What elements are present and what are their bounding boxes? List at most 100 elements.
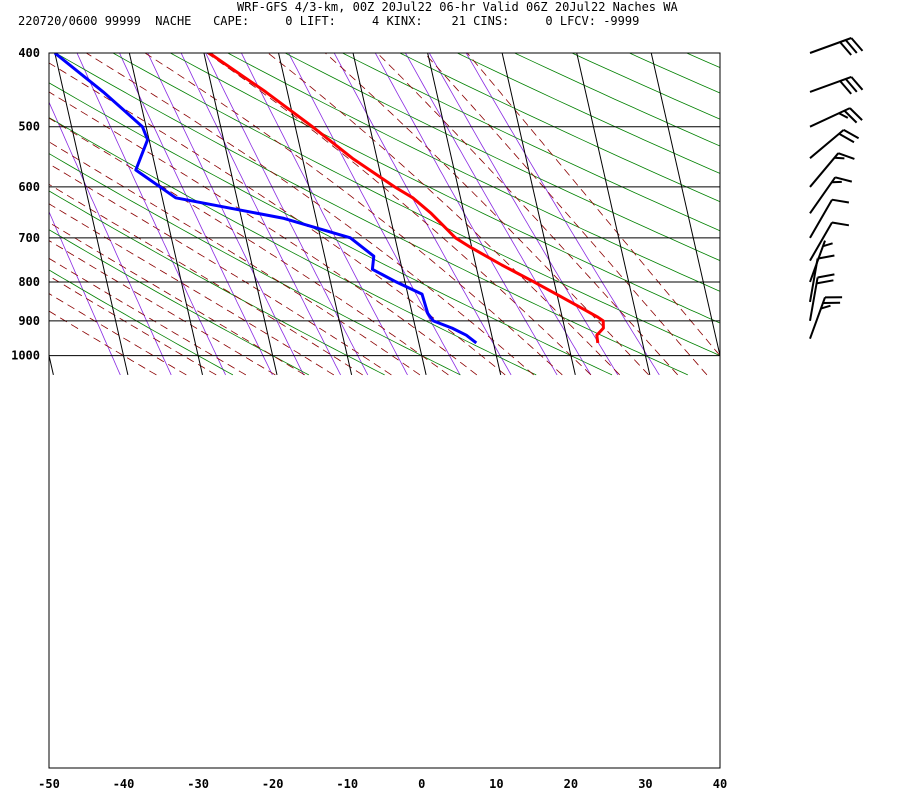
wind-barb-shaft <box>809 152 840 188</box>
dry-adiabat-line <box>54 53 688 376</box>
wind-barb-feather <box>831 221 850 227</box>
wind-barb-feather <box>844 39 858 54</box>
wind-barb-feather <box>839 41 852 56</box>
y-tick-label: 1000 <box>11 349 40 363</box>
wind-barb <box>809 221 850 262</box>
x-tick-label: 40 <box>713 777 727 791</box>
x-tick-label: 0 <box>418 777 425 791</box>
mixing-ratio-line <box>428 53 619 376</box>
wind-barb-feather <box>850 76 864 91</box>
mixing-ratio-line <box>49 210 121 376</box>
y-tick-label: 800 <box>18 275 40 289</box>
moist-adiabat-line <box>49 183 363 376</box>
mixing-ratio-line <box>374 53 558 376</box>
moist-adiabat-line <box>49 222 305 376</box>
x-tick-label: -40 <box>113 777 135 791</box>
wind-barb-feather <box>817 273 835 279</box>
dry-adiabat-line <box>341 53 720 232</box>
wind-barb-feather <box>839 80 852 95</box>
dry-adiabat-line <box>49 82 613 376</box>
x-tick-label: -30 <box>187 777 209 791</box>
x-tick-label: -10 <box>336 777 358 791</box>
isotherm-line <box>650 53 720 358</box>
wind-barb-shaft <box>809 129 845 159</box>
isotherm-line <box>576 53 651 376</box>
moist-adiabat-line <box>85 53 534 376</box>
wind-barb-feather <box>834 156 845 160</box>
dry-adiabat-line <box>628 53 720 94</box>
dry-adiabat-line <box>896 45 900 375</box>
dry-adiabat-line <box>571 53 720 120</box>
wind-barb-feather <box>849 107 863 121</box>
dry-adiabat-line <box>49 269 234 376</box>
mixing-ratio-line <box>404 53 592 376</box>
moist-adiabat-line <box>466 53 720 357</box>
wind-barb <box>809 296 843 340</box>
wind-barb-shaft <box>809 176 837 214</box>
x-tick-label: 10 <box>489 777 503 791</box>
x-tick-label: 30 <box>638 777 652 791</box>
wind-barb-shaft <box>809 277 819 322</box>
wind-barb-feather <box>844 78 858 93</box>
isotherm-line <box>128 53 203 376</box>
dry-adiabat-line <box>399 53 720 203</box>
wind-barb-shaft <box>809 37 852 54</box>
plot-frame <box>48 52 721 769</box>
dry-adiabat-line <box>49 153 461 376</box>
moist-adiabat-line <box>144 53 563 376</box>
sounding-traces <box>53 53 605 345</box>
moist-adiabat-line <box>49 240 276 376</box>
wind-barb-feather <box>822 242 833 248</box>
mixing-ratio-line <box>205 53 369 376</box>
moist-adiabat-line <box>49 163 392 376</box>
wind-barb-feather <box>843 129 860 140</box>
isotherm-line <box>501 53 576 376</box>
dry-adiabat-line <box>112 53 720 357</box>
moist-adiabat-line <box>49 203 335 376</box>
sounding-indices: 220720/0600 99999 NACHE CAPE: 0 LIFT: 4 … <box>18 14 640 28</box>
wind-barb <box>809 129 860 159</box>
wind-barb <box>809 107 863 128</box>
moist-adiabat-line <box>49 141 421 376</box>
wind-barbs <box>809 37 864 340</box>
dry-adiabat-line <box>284 53 720 262</box>
mixing-ratio-line <box>147 53 304 376</box>
wind-barb <box>809 273 835 322</box>
wind-barb <box>809 75 864 95</box>
wind-barb <box>809 152 855 188</box>
wind-barb-feather <box>831 198 850 204</box>
y-tick-label: 900 <box>18 314 40 328</box>
wind-barb-feather <box>817 254 835 260</box>
isotherm-line <box>427 53 502 376</box>
y-tick-label: 500 <box>18 120 40 134</box>
wind-barb-shaft <box>809 297 826 340</box>
x-tick-label: -20 <box>262 777 284 791</box>
y-tick-label: 600 <box>18 180 40 194</box>
wind-barb-feather <box>843 109 858 124</box>
isotherm-line <box>352 53 427 376</box>
mixing-ratio-line <box>240 53 408 376</box>
chart-title: WRF-GFS 4/3-km, 00Z 20Jul22 06-hr Valid … <box>237 0 678 14</box>
mixing-ratio-line <box>180 53 341 376</box>
dry-adiabat-line <box>839 45 900 375</box>
dewpoint-trace <box>53 53 478 345</box>
moist-adiabat-line <box>376 53 679 376</box>
dry-adiabat-line <box>226 53 720 292</box>
isotherm-line <box>203 53 278 376</box>
mixing-ratio-line <box>49 101 172 376</box>
x-tick-labels: -50 -40 -30 -20 -10 0 10 20 30 40 <box>38 777 727 791</box>
wind-barb-shaft <box>809 75 852 93</box>
wind-barb-feather <box>838 112 849 119</box>
isotherm-line <box>278 53 353 376</box>
wind-barb <box>809 198 850 239</box>
wind-barb <box>809 37 864 56</box>
wind-barb <box>809 176 853 214</box>
mixing-ratio-line <box>76 53 226 376</box>
x-tick-label: -50 <box>38 777 60 791</box>
wind-barb-shaft <box>809 107 851 128</box>
y-tick-label: 700 <box>18 231 40 245</box>
x-tick-label: 20 <box>564 777 578 791</box>
wind-barb-shaft <box>809 199 833 239</box>
dry-adiabat-line <box>685 53 720 68</box>
